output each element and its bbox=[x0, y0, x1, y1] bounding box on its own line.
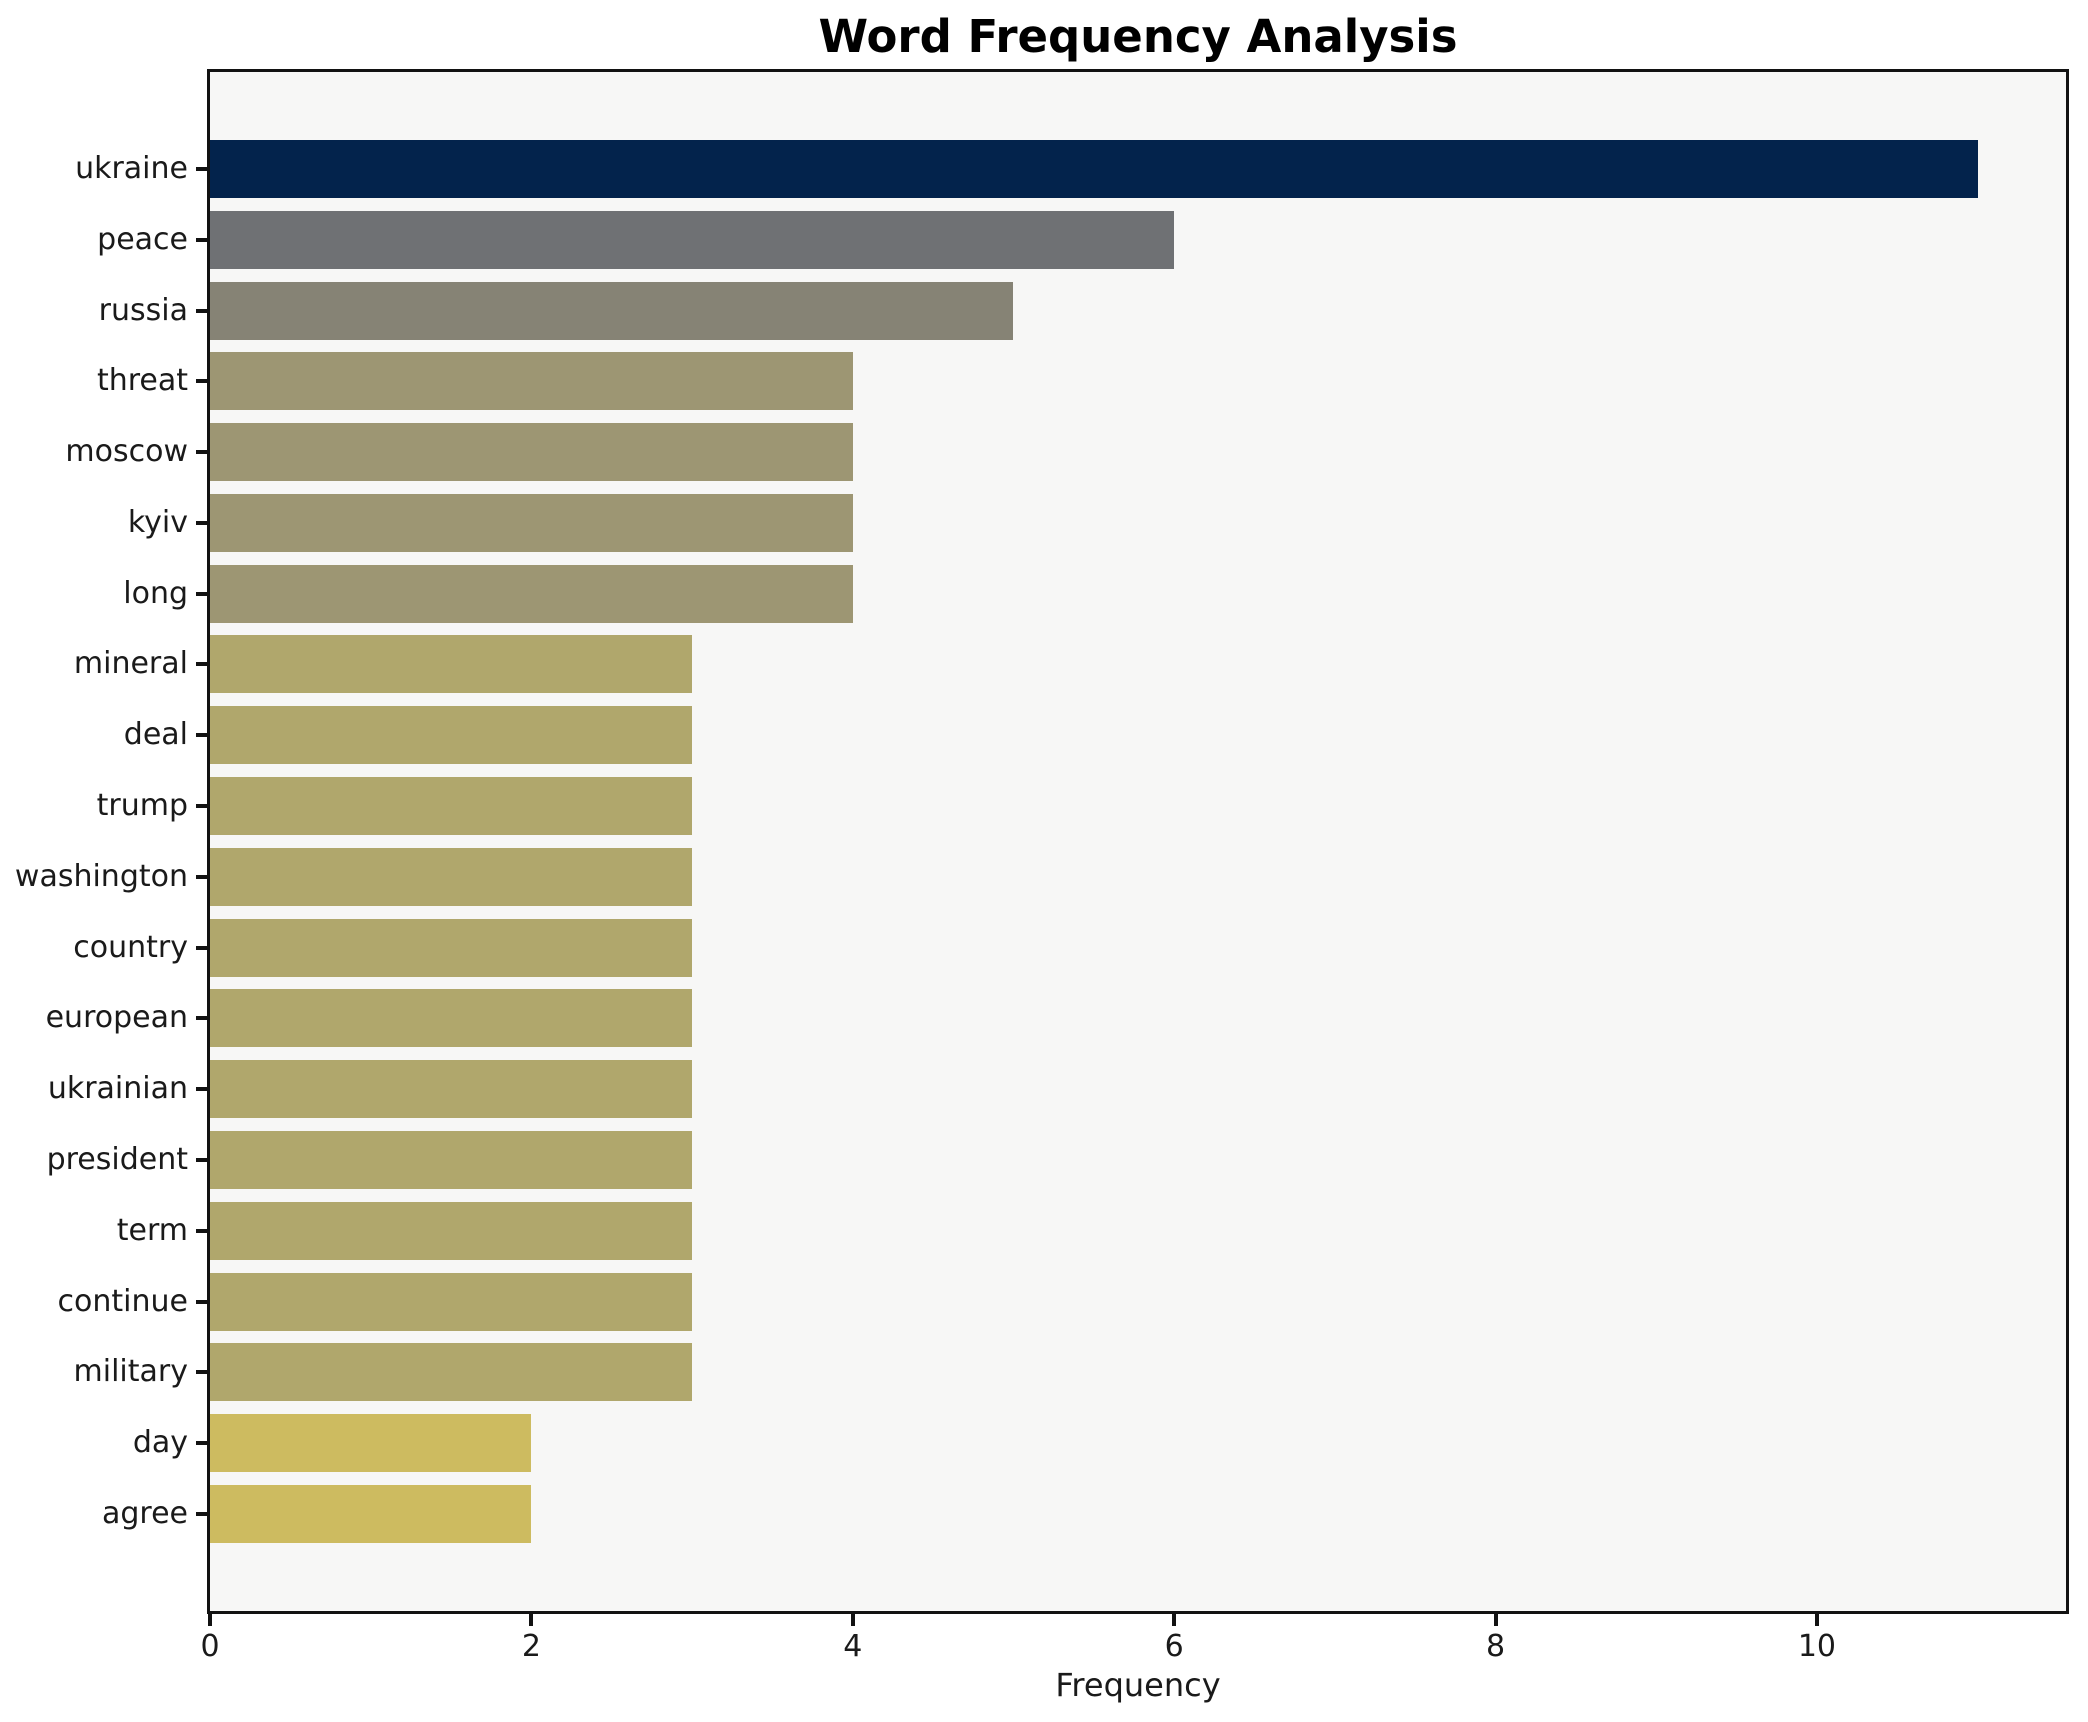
bar-president bbox=[210, 1130, 693, 1189]
x-tick-mark bbox=[529, 1614, 534, 1626]
x-axis: 0 2 4 6 8 10 bbox=[200, 1614, 2066, 1674]
y-tick-label-kyiv: kyiv bbox=[127, 504, 188, 540]
bar-continue bbox=[210, 1272, 693, 1331]
x-tick-label-10: 10 bbox=[1797, 1629, 1837, 1664]
bar-row-european: european bbox=[46, 989, 2066, 1048]
y-tick-mark bbox=[196, 1299, 207, 1304]
y-tick-mark bbox=[196, 591, 207, 596]
bar-row-agree: agree bbox=[102, 1484, 2066, 1543]
bar-row-threat: threat bbox=[97, 352, 2066, 411]
y-tick-mark bbox=[196, 308, 207, 313]
y-tick-mark bbox=[196, 945, 207, 950]
bar-row-continue: continue bbox=[58, 1272, 2066, 1331]
x-tick-mark bbox=[1493, 1614, 1498, 1626]
bar-deal bbox=[210, 706, 693, 765]
plot-area: ukraine peace russia threat moscow kyiv long mi… bbox=[15, 69, 2069, 1614]
y-tick-mark bbox=[196, 874, 207, 879]
y-tick-mark bbox=[196, 1511, 207, 1516]
y-tick-mark bbox=[196, 1157, 207, 1162]
y-tick-mark bbox=[196, 1370, 207, 1375]
bar-military bbox=[210, 1343, 693, 1402]
y-tick-label-ukrainian: ukrainian bbox=[47, 1071, 188, 1107]
y-tick-mark bbox=[196, 1087, 207, 1092]
x-tick-label-6: 6 bbox=[1164, 1629, 1184, 1664]
y-tick-label-ukraine: ukraine bbox=[75, 151, 188, 186]
bar-long bbox=[210, 564, 853, 623]
bar-row-term: term bbox=[117, 1201, 2066, 1260]
bar-day bbox=[210, 1414, 532, 1473]
y-tick-mark bbox=[196, 520, 207, 525]
x-tick-label-8: 8 bbox=[1485, 1629, 1506, 1664]
bar-row-deal: deal bbox=[124, 706, 2066, 765]
bar-moscow bbox=[210, 423, 853, 482]
bar-row-russia: russia bbox=[99, 281, 2066, 340]
y-tick-mark bbox=[196, 1016, 207, 1021]
y-tick-mark bbox=[196, 1441, 207, 1446]
y-tick-label-washington: washington bbox=[14, 858, 188, 894]
y-tick-label-long: long bbox=[123, 575, 188, 611]
bar-threat bbox=[210, 352, 853, 411]
y-tick-label-day: day bbox=[132, 1425, 188, 1461]
y-tick-mark bbox=[196, 379, 207, 384]
chart-title: Word Frequency Analysis bbox=[818, 10, 1458, 63]
y-tick-label-mineral: mineral bbox=[73, 646, 188, 682]
x-tick-label-2: 2 bbox=[521, 1629, 541, 1664]
x-tick-label-0: 0 bbox=[200, 1629, 220, 1664]
bar-kyiv bbox=[210, 493, 853, 552]
bar-row-washington: washington bbox=[15, 847, 2066, 906]
y-tick-label-military: military bbox=[73, 1354, 188, 1390]
bars-container: ukraine peace russia threat moscow kyiv long mi… bbox=[15, 72, 2066, 1611]
bar-russia bbox=[210, 281, 1014, 340]
y-tick-label-president: president bbox=[46, 1141, 188, 1177]
y-tick-mark bbox=[196, 237, 207, 242]
bar-row-ukraine: ukraine bbox=[75, 140, 2066, 198]
y-tick-label-trump: trump bbox=[96, 788, 188, 824]
x-tick-mark bbox=[1172, 1614, 1177, 1626]
x-axis-label: Frequency bbox=[1055, 1666, 1221, 1704]
bar-row-mineral: mineral bbox=[74, 635, 2066, 694]
bar-ukraine bbox=[210, 140, 1978, 198]
bar-european bbox=[210, 989, 693, 1048]
bar-row-trump: trump bbox=[97, 777, 2066, 836]
y-tick-label-russia: russia bbox=[98, 292, 188, 328]
x-tick-label-4: 4 bbox=[843, 1629, 863, 1664]
bar-row-peace: peace bbox=[97, 210, 2066, 269]
bar-row-president: president bbox=[47, 1130, 2066, 1189]
y-tick-label-term: term bbox=[116, 1212, 188, 1248]
y-tick-label-country: country bbox=[73, 929, 188, 965]
y-tick-label-peace: peace bbox=[97, 221, 188, 257]
bar-row-military: military bbox=[74, 1343, 2066, 1402]
bar-row-ukrainian: ukrainian bbox=[48, 1060, 2066, 1119]
y-tick-mark bbox=[196, 804, 207, 809]
bar-row-day: day bbox=[133, 1414, 2066, 1473]
y-tick-mark bbox=[196, 1228, 207, 1233]
y-tick-mark bbox=[196, 450, 207, 455]
bar-row-kyiv: kyiv bbox=[128, 493, 2066, 552]
y-tick-label-moscow: moscow bbox=[65, 434, 188, 470]
y-tick-label-continue: continue bbox=[57, 1283, 188, 1319]
x-tick-mark bbox=[1814, 1614, 1819, 1626]
y-tick-label-european: european bbox=[45, 1000, 188, 1036]
bar-ukrainian bbox=[210, 1060, 693, 1119]
bar-row-long: long bbox=[123, 564, 2066, 623]
bar-peace bbox=[210, 210, 1175, 269]
x-tick-mark bbox=[208, 1614, 212, 1626]
y-tick-mark bbox=[196, 733, 207, 738]
y-tick-label-agree: agree bbox=[101, 1495, 188, 1531]
y-tick-mark bbox=[196, 662, 207, 667]
y-tick-label-threat: threat bbox=[96, 363, 188, 399]
bar-row-country: country bbox=[73, 918, 2066, 977]
bar-term bbox=[210, 1201, 693, 1260]
bar-trump bbox=[210, 777, 693, 836]
y-tick-mark bbox=[196, 167, 207, 171]
bar-mineral bbox=[210, 635, 693, 694]
bar-agree bbox=[210, 1484, 532, 1543]
bar-country bbox=[210, 918, 693, 977]
bar-row-moscow: moscow bbox=[65, 423, 2066, 482]
x-tick-mark bbox=[850, 1614, 855, 1626]
bar-washington bbox=[210, 847, 693, 906]
y-tick-label-deal: deal bbox=[123, 717, 188, 753]
